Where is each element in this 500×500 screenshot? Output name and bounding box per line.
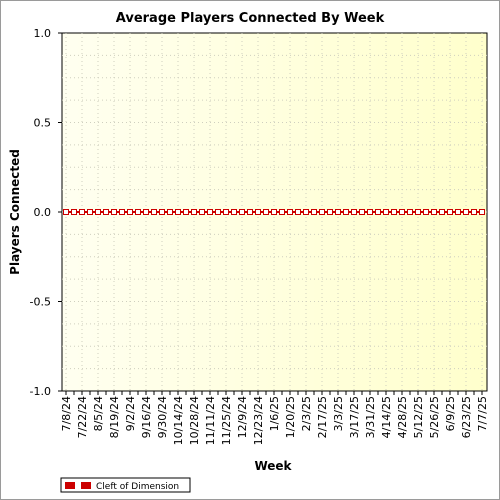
legend-box xyxy=(60,477,191,493)
y-axis-label: Players Connected xyxy=(8,149,22,275)
data-point xyxy=(111,209,117,215)
data-point xyxy=(479,209,485,215)
data-point xyxy=(103,209,109,215)
data-point xyxy=(295,209,301,215)
y-tick-label: -1.0 xyxy=(30,385,51,398)
data-point xyxy=(471,209,477,215)
x-tick-label: 3/3/25 xyxy=(332,396,345,431)
data-point xyxy=(71,209,77,215)
series-cleft-of-dimension xyxy=(63,209,485,215)
data-point xyxy=(287,209,293,215)
data-point xyxy=(391,209,397,215)
data-point xyxy=(215,209,221,215)
data-point xyxy=(359,209,365,215)
data-point xyxy=(367,209,373,215)
x-tick-label: 5/12/25 xyxy=(412,396,425,438)
x-tick-label: 10/14/24 xyxy=(172,396,185,445)
data-point xyxy=(119,209,125,215)
x-tick-label: 6/9/25 xyxy=(444,396,457,431)
x-tick-label: 3/31/25 xyxy=(364,396,377,438)
data-point xyxy=(303,209,309,215)
data-point xyxy=(415,209,421,215)
x-tick-label: 12/9/24 xyxy=(236,396,249,438)
data-point xyxy=(399,209,405,215)
data-point xyxy=(351,209,357,215)
x-tick-label: 10/28/24 xyxy=(188,396,201,445)
data-point xyxy=(199,209,205,215)
data-point xyxy=(127,209,133,215)
x-tick-label: 11/11/24 xyxy=(204,396,217,445)
x-tick-label: 4/28/25 xyxy=(396,396,409,438)
x-tick-label: 8/5/24 xyxy=(92,396,105,431)
data-point xyxy=(87,209,93,215)
x-tick-label: 1/20/25 xyxy=(284,396,297,438)
x-axis-ticks: 7/8/24 7/22/24 8/5/24 8/19/24 9/2/24 9/16/24 9… xyxy=(60,391,489,445)
data-point xyxy=(431,209,437,215)
x-tick-label: 4/14/25 xyxy=(380,396,393,438)
x-tick-label: 7/8/24 xyxy=(60,396,73,431)
data-point xyxy=(63,209,69,215)
x-tick-label: 7/22/24 xyxy=(76,396,89,438)
x-tick-label: 7/7/25 xyxy=(476,396,489,431)
data-point xyxy=(407,209,413,215)
data-point xyxy=(151,209,157,215)
data-point xyxy=(159,209,165,215)
x-tick-label: 9/30/24 xyxy=(156,396,169,438)
y-tick-label: 0.0 xyxy=(34,206,52,219)
x-tick-label: 6/23/25 xyxy=(460,396,473,438)
y-tick-label: 1.0 xyxy=(34,27,52,40)
data-point xyxy=(343,209,349,215)
data-point xyxy=(255,209,261,215)
y-axis-ticks: 1.0 0.5 0.0 -0.5 -1.0 xyxy=(30,27,62,398)
y-tick-label: 0.5 xyxy=(34,117,52,130)
data-point xyxy=(439,209,445,215)
x-tick-label: 2/3/25 xyxy=(300,396,313,431)
x-tick-label: 9/2/24 xyxy=(124,396,137,431)
data-point xyxy=(319,209,325,215)
data-point xyxy=(383,209,389,215)
x-tick-label: 8/19/24 xyxy=(108,396,121,438)
data-point xyxy=(447,209,453,215)
x-tick-label: 3/17/25 xyxy=(348,396,361,438)
y-tick-label: -0.5 xyxy=(30,296,51,309)
x-tick-label: 2/17/25 xyxy=(316,396,329,438)
x-tick-label: 9/16/24 xyxy=(140,396,153,438)
legend-marker xyxy=(75,482,81,489)
x-tick-label: 5/26/25 xyxy=(428,396,441,438)
x-tick-label: 12/23/24 xyxy=(252,396,265,445)
data-point xyxy=(271,209,277,215)
data-point xyxy=(175,209,181,215)
legend-label: Cleft of Dimension xyxy=(96,482,179,492)
legend: Cleft of Dimension xyxy=(60,477,191,493)
data-point xyxy=(223,209,229,215)
data-point xyxy=(463,209,469,215)
data-point xyxy=(143,209,149,215)
x-tick-label: 11/25/24 xyxy=(220,396,233,445)
data-point xyxy=(335,209,341,215)
x-axis-label: Week xyxy=(254,459,292,473)
data-point xyxy=(183,209,189,215)
data-point xyxy=(423,209,429,215)
x-tick-label: 1/6/25 xyxy=(268,396,281,431)
data-point xyxy=(311,209,317,215)
data-point xyxy=(207,209,213,215)
data-point xyxy=(135,209,141,215)
data-point xyxy=(247,209,253,215)
data-point xyxy=(263,209,269,215)
data-point xyxy=(95,209,101,215)
data-point xyxy=(455,209,461,215)
data-point xyxy=(239,209,245,215)
data-point xyxy=(375,209,381,215)
chart-title: Average Players Connected By Week xyxy=(116,11,385,26)
data-point xyxy=(279,209,285,215)
data-point xyxy=(231,209,237,215)
data-point xyxy=(191,209,197,215)
data-point xyxy=(327,209,333,215)
data-point xyxy=(79,209,85,215)
data-point xyxy=(167,209,173,215)
